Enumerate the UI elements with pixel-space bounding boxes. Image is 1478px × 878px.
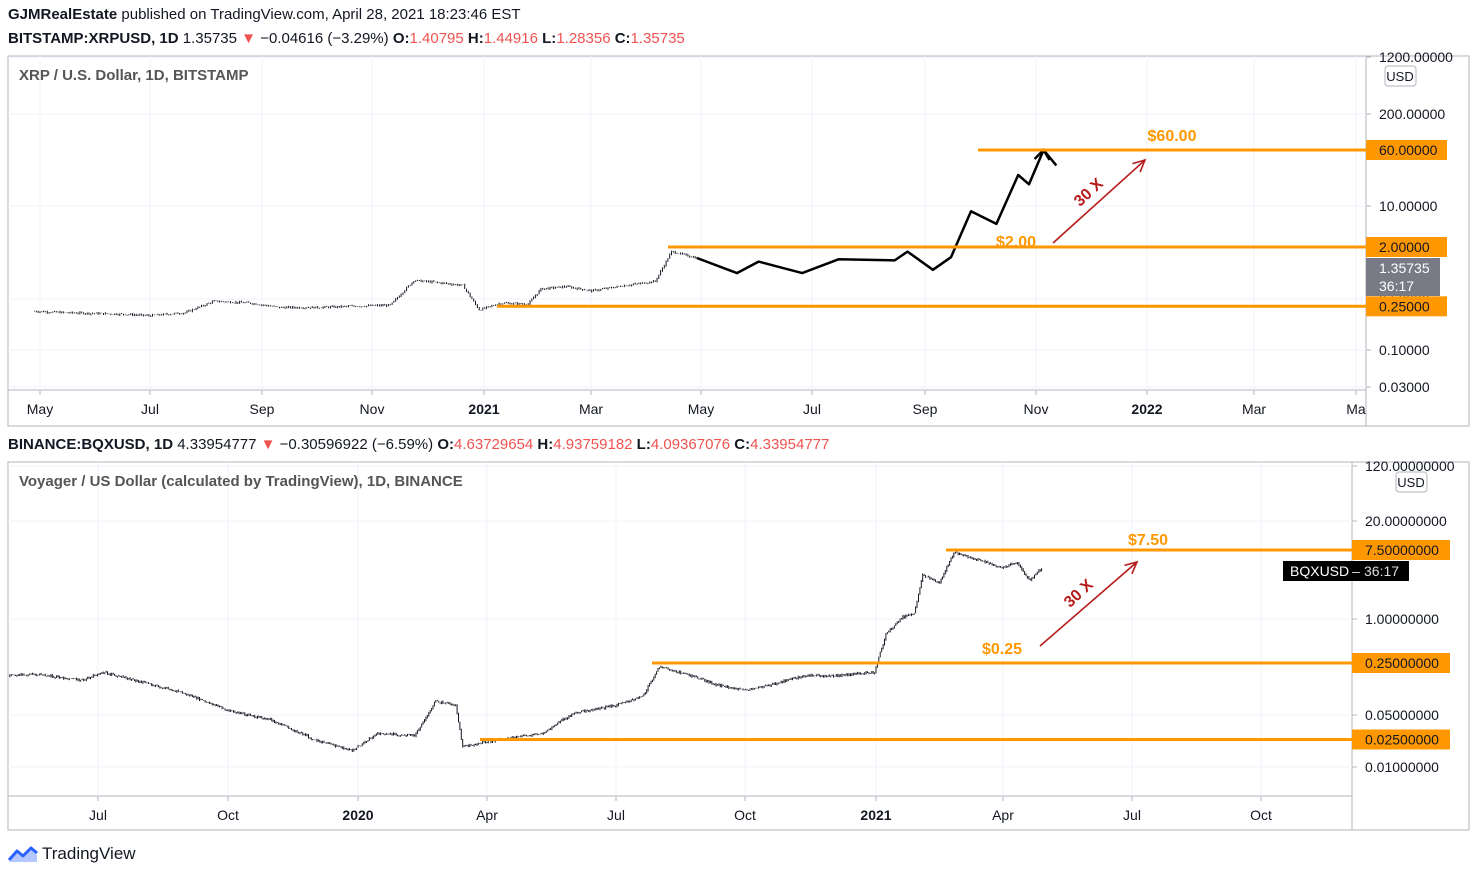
chart-frame-top <box>7 55 1470 427</box>
y-tick-label: 120.00000000 <box>1365 458 1455 474</box>
change-top: −0.04616 <box>260 30 324 47</box>
x-tick-label: Ma <box>1346 401 1366 417</box>
level-price-tag <box>1352 729 1450 750</box>
currency-label-bottom: USD <box>1397 475 1424 490</box>
x-tick-label: Apr <box>476 807 498 823</box>
level-annotation: $60.00 <box>1148 128 1197 145</box>
y-tick-label: 0.05000000 <box>1365 707 1439 723</box>
last-price-value-top: 1.35735 <box>1379 260 1430 276</box>
currency-label-top: USD <box>1386 69 1413 84</box>
publish-header: GJMRealEstate published on TradingView.c… <box>8 6 521 23</box>
change-bottom: −0.30596922 <box>279 436 368 453</box>
level-price-tag <box>1366 140 1447 160</box>
publisher-name[interactable]: GJMRealEstate <box>8 6 118 23</box>
level-price-label: 2.00000 <box>1379 239 1430 255</box>
last-price-top: 1.35735 <box>182 30 237 47</box>
level-price-tag <box>1366 296 1447 317</box>
projection-path <box>696 148 1058 275</box>
growth-arrow <box>1039 561 1138 647</box>
chart-title-top: XRP / U.S. Dollar, 1D, BITSTAMP <box>19 67 249 84</box>
footer-brand[interactable]: TradingView <box>8 844 136 864</box>
growth-arrow-head-icon <box>1132 158 1147 173</box>
x-tick-label: Jul <box>141 401 159 417</box>
level-price-label: 0.02500000 <box>1365 732 1439 748</box>
level-price-label: 0.25000 <box>1379 298 1430 314</box>
currency-tag-bottom <box>1395 471 1428 493</box>
change-pct-top: (−3.29%) <box>327 30 389 47</box>
countdown-top: 36:17 <box>1379 278 1414 294</box>
level-annotation: $0.25 <box>982 641 1022 658</box>
tradingview-logo-icon <box>8 846 38 862</box>
y-tick-label: 200.00000 <box>1379 106 1445 122</box>
last-price-bottom: 4.33954777 <box>177 436 257 453</box>
y-tick-label: 0.10000 <box>1379 342 1430 358</box>
x-tick-label: Apr <box>992 807 1014 823</box>
close-bottom: 4.33954777 <box>750 436 830 453</box>
growth-arrow <box>1052 159 1146 244</box>
open-top: 1.40795 <box>409 30 464 47</box>
x-tick-label: Oct <box>734 807 756 823</box>
level-price-label: 60.00000 <box>1379 142 1438 158</box>
x-tick-label: Nov <box>1024 401 1049 417</box>
y-tick-label: 10.00000 <box>1379 198 1438 214</box>
x-tick-label: 2021 <box>468 401 499 417</box>
x-tick-label: 2020 <box>342 807 373 823</box>
x-tick-label: Sep <box>913 401 938 417</box>
published-text: published on TradingView.com, April 28, … <box>121 6 521 23</box>
growth-arrow-head-icon <box>1124 560 1139 575</box>
x-tick-label: Mar <box>579 401 603 417</box>
legend-top: BITSTAMP:XRPUSD, 1D 1.35735 ▼ −0.04616 (… <box>8 30 685 47</box>
level-price-tag <box>1352 540 1450 560</box>
y-tick-label: 1.00000000 <box>1365 611 1439 627</box>
x-tick-label: Oct <box>217 807 239 823</box>
last-price-tag-bottom <box>1283 561 1409 581</box>
x-tick-label: Oct <box>1250 807 1272 823</box>
y-tick-label: 0.03000 <box>1379 379 1430 395</box>
x-tick-label: Jul <box>607 807 625 823</box>
level-price-tag <box>1352 653 1450 673</box>
level-annotation: $2.00 <box>996 234 1036 251</box>
down-arrow-icon: ▼ <box>260 436 276 453</box>
tradingview-brand-text: TradingView <box>42 844 136 863</box>
x-tick-label: Mar <box>1242 401 1266 417</box>
level-annotation: $7.50 <box>1128 532 1168 549</box>
countdown-dash-bottom: – <box>1352 563 1360 579</box>
level-price-tag <box>1366 237 1447 257</box>
symbol-interval-top[interactable]: BITSTAMP:XRPUSD, 1D <box>8 30 179 47</box>
y-tick-label: 1200.00000 <box>1379 49 1453 65</box>
open-bottom: 4.63729654 <box>454 436 534 453</box>
legend-bottom: BINANCE:BQXUSD, 1D 4.33954777 ▼ −0.30596… <box>8 436 830 453</box>
high-bottom: 4.93759182 <box>553 436 633 453</box>
y-tick-label: 0.01000000 <box>1365 759 1439 775</box>
level-price-label: 7.50000000 <box>1365 542 1439 558</box>
x-tick-label: Jul <box>1123 807 1141 823</box>
chart-frame-bottom <box>7 461 1470 831</box>
low-top: 1.28356 <box>556 30 611 47</box>
level-price-label: 0.25000000 <box>1365 655 1439 671</box>
x-tick-label: Jul <box>803 401 821 417</box>
y-tick-label: 20.00000000 <box>1365 513 1447 529</box>
currency-tag-top <box>1384 65 1417 87</box>
last-price-tag-top <box>1366 258 1440 296</box>
x-tick-label: 2022 <box>1131 401 1162 417</box>
symbol-interval-bottom[interactable]: BINANCE:BQXUSD, 1D <box>8 436 174 453</box>
high-top: 1.44916 <box>483 30 538 47</box>
countdown-bottom: 36:17 <box>1364 563 1399 579</box>
down-arrow-icon: ▼ <box>241 30 257 47</box>
x-tick-label: Nov <box>360 401 385 417</box>
chart-title-bottom: Voyager / US Dollar (calculated by Tradi… <box>19 473 463 490</box>
x-tick-label: Sep <box>250 401 275 417</box>
close-top: 1.35735 <box>630 30 685 47</box>
x-tick-label: May <box>27 401 53 417</box>
x-tick-label: Jul <box>89 807 107 823</box>
x-tick-label: 2021 <box>860 807 891 823</box>
change-pct-bottom: (−6.59%) <box>371 436 434 453</box>
symbol-tag-bottom: BQXUSD <box>1290 563 1349 579</box>
x-tick-label: May <box>688 401 714 417</box>
low-bottom: 4.09367076 <box>650 436 731 453</box>
